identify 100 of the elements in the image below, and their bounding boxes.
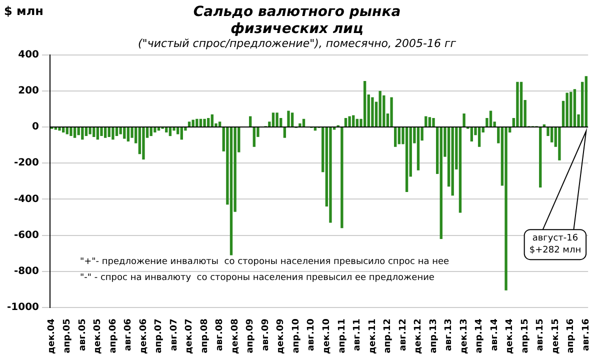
y-tick-label: -800: [14, 266, 40, 278]
bar: [416, 128, 420, 170]
x-tick-label: апр.05: [62, 318, 72, 354]
x-tick-label: дек.10: [322, 318, 332, 354]
x-tick-label: апр.13: [428, 318, 439, 354]
y-tick-label: -1000: [7, 302, 40, 314]
bar: [344, 118, 348, 127]
bar: [192, 120, 194, 127]
x-tick-label: дек.14: [505, 318, 516, 354]
x-tick-label: авг.14: [490, 318, 500, 351]
annotation: август-16 $+282 млн: [529, 233, 582, 256]
x-tick-label: дек.15: [550, 318, 561, 354]
x-tick-label: авг.05: [78, 318, 88, 351]
x-tick-label: авг.07: [169, 318, 180, 351]
y-tick-label: 0: [32, 122, 40, 133]
x-tick-label: дек.04: [47, 318, 58, 354]
x-tick-label: дек.11: [368, 318, 378, 354]
bar: [100, 128, 103, 136]
x-tick-label: апр.08: [200, 318, 210, 354]
x-tick-label: апр.10: [291, 318, 302, 354]
x-tick-label: апр.06: [108, 318, 118, 354]
bar: [84, 128, 88, 136]
bar: [489, 110, 492, 127]
y-axis-title: $ млн: [4, 4, 44, 18]
y-tick-label: 400: [18, 49, 40, 60]
x-tick-label: авг.16: [582, 318, 592, 351]
x-tick-label: дек.12: [414, 318, 424, 354]
bar: [196, 118, 198, 127]
x-tick-label: авг.09: [260, 318, 271, 351]
bar: [394, 128, 397, 147]
x-tick-label: апр.12: [383, 318, 394, 354]
bar: [539, 128, 542, 188]
x-tick-label: дек.06: [138, 318, 149, 354]
bar: [203, 118, 206, 127]
bar: [92, 128, 96, 137]
bar: [207, 118, 210, 127]
x-tick-label: апр.09: [246, 318, 256, 354]
bar: [382, 95, 386, 127]
bar: [516, 82, 519, 127]
bar: [340, 128, 344, 228]
bar: [154, 128, 156, 132]
bar: [66, 128, 68, 134]
bar: [230, 128, 233, 256]
bar: [363, 80, 366, 127]
bar: [570, 92, 572, 127]
bar: [566, 92, 568, 127]
bar: [504, 128, 508, 290]
bar: [58, 128, 61, 131]
x-tick-label: апр.15: [520, 318, 530, 354]
bar: [123, 128, 126, 139]
bar: [462, 113, 466, 127]
bar: [405, 128, 408, 192]
bar: [150, 128, 152, 136]
x-tick-label: авг.08: [215, 318, 226, 351]
annotation: "+"- предложение инвалюты со стороны населения превысило спрос на нее: [80, 256, 450, 267]
bar: [104, 128, 107, 138]
bar: [70, 128, 72, 136]
x-tick-label: авг.10: [306, 318, 317, 351]
bar: [390, 97, 393, 127]
chart-subtitle: ("чистый спрос/предложение"), помесячно, 2005-16 гг: [138, 37, 456, 50]
x-tick-label: авг.15: [536, 318, 546, 351]
bar: [142, 128, 145, 160]
bar: [287, 110, 290, 127]
bar: [584, 76, 588, 127]
bar: [558, 128, 561, 160]
chart-title: Сальдо валютного рынка физических лиц: [193, 4, 401, 37]
bar: [398, 128, 401, 144]
bar: [199, 118, 202, 127]
x-tick-label: авг.11: [352, 318, 363, 351]
annotation: "-" - спрос на инвалюту со стороны населения превысил ее предложение: [80, 272, 435, 283]
bar: [88, 128, 92, 134]
bar: [352, 115, 355, 127]
bar: [218, 122, 222, 127]
bar: [62, 128, 65, 132]
bar: [470, 128, 474, 142]
bar: [252, 128, 256, 147]
bar: [298, 123, 302, 127]
y-tick-label: 200: [18, 86, 40, 97]
bar: [77, 128, 80, 136]
x-tick-label: дек.08: [230, 318, 240, 354]
bar: [96, 128, 100, 140]
bar: [440, 128, 442, 239]
bar: [329, 128, 332, 223]
bar: [371, 97, 374, 127]
y-tick-label: -600: [14, 230, 40, 241]
x-tick-label: дек.09: [276, 318, 286, 354]
y-tick-label: -400: [14, 194, 40, 205]
bar: [210, 114, 214, 127]
bar: [478, 128, 481, 147]
bar: [356, 118, 359, 127]
bar: [115, 128, 118, 136]
x-tick-label: авг.06: [124, 318, 134, 351]
bar: [276, 112, 278, 127]
x-tick-label: дек.05: [93, 318, 104, 354]
bar: [378, 90, 382, 127]
bar: [283, 128, 286, 138]
bar: [126, 128, 130, 142]
bar: [458, 128, 462, 213]
bar: [180, 128, 183, 140]
x-tick-label: дек.07: [184, 318, 195, 354]
